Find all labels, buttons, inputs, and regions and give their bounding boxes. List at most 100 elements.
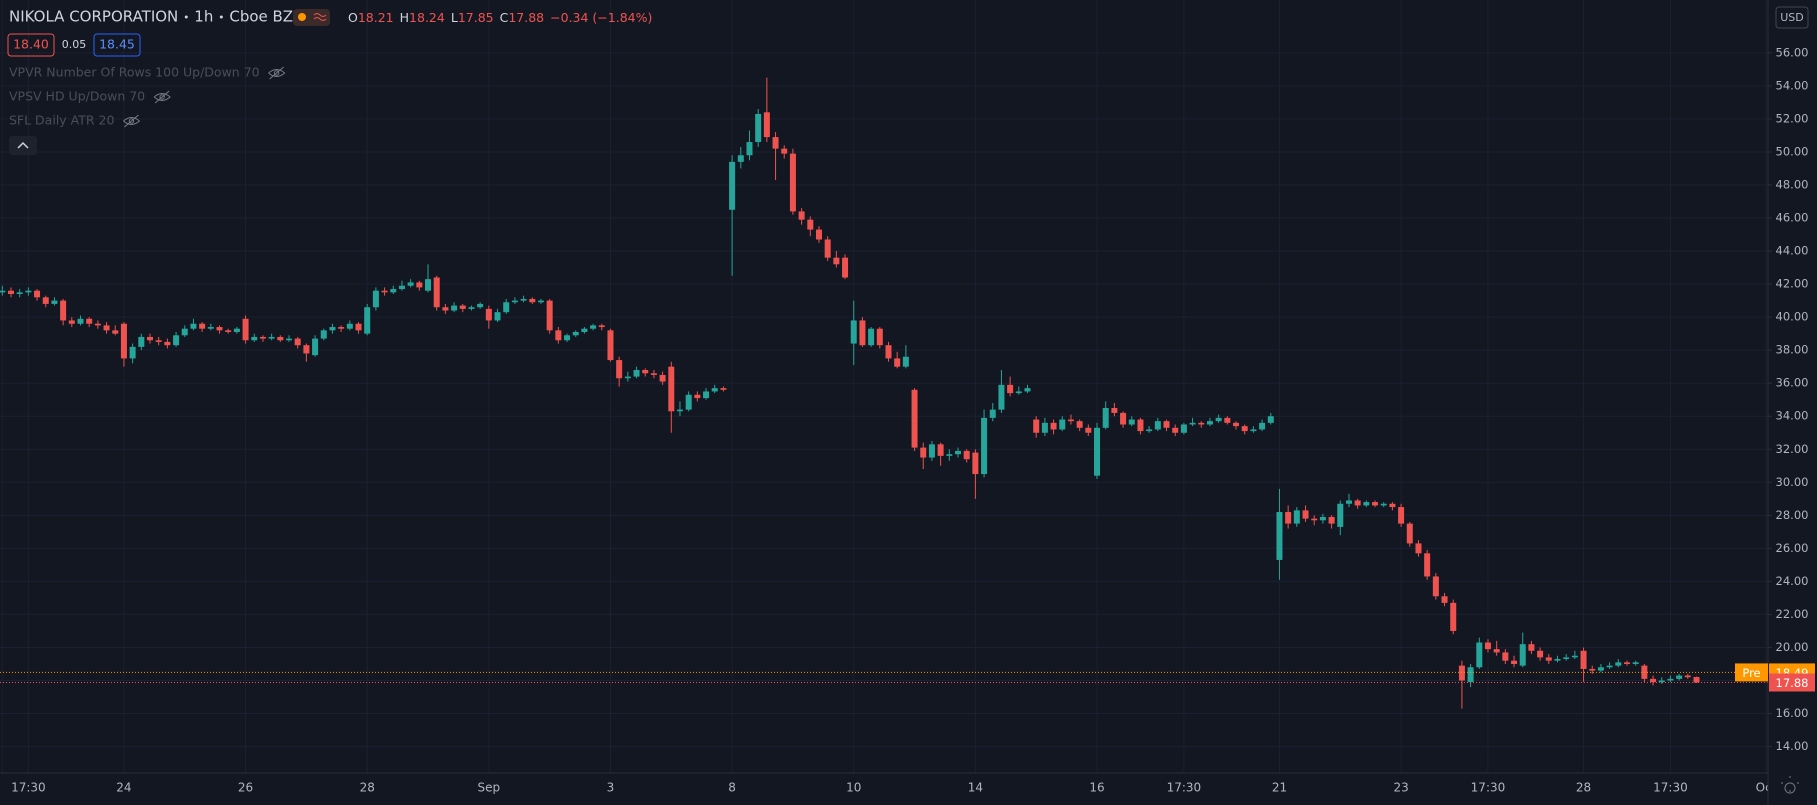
candle-body <box>685 394 692 410</box>
candle-body <box>1432 576 1439 597</box>
visibility-icon[interactable] <box>123 114 141 128</box>
y-tick-label: 24.00 <box>1776 574 1809 588</box>
collapse-button[interactable] <box>9 136 37 155</box>
bid-box[interactable] <box>7 33 55 57</box>
candle-body <box>259 336 266 339</box>
candle-body <box>1076 421 1083 428</box>
candle-body <box>1589 668 1596 671</box>
candle-body <box>911 389 918 448</box>
candle-body <box>329 327 336 331</box>
candle-body <box>763 112 770 138</box>
y-tick-label: 56.00 <box>1776 45 1809 59</box>
ohlc-value: 18.24 <box>409 10 445 25</box>
candle-body <box>1519 644 1526 666</box>
candle-body <box>355 323 362 331</box>
candle-body <box>416 282 423 288</box>
candle-body <box>920 447 927 458</box>
candle-body <box>251 336 258 341</box>
candle-body <box>173 335 180 346</box>
y-tick-label: 30.00 <box>1776 475 1809 489</box>
candle-body <box>390 289 397 293</box>
y-tick-label: 46.00 <box>1776 211 1809 225</box>
candle-body <box>1458 665 1465 681</box>
candle-body <box>68 320 75 324</box>
candle-body <box>850 320 857 344</box>
ohlc-value: 17.85 <box>458 10 494 25</box>
candle-body <box>859 320 866 346</box>
x-tick-label: 3 <box>607 781 615 795</box>
status-icon <box>298 13 306 21</box>
candle-body <box>138 336 145 347</box>
candle-body <box>1259 422 1266 430</box>
candle-body <box>703 391 710 399</box>
candle-body <box>1172 427 1179 433</box>
candle-body <box>346 323 353 329</box>
price-label-box <box>1769 673 1815 692</box>
candle-body <box>1111 407 1118 413</box>
change: −0.34 (−1.84%) <box>550 10 652 25</box>
candle-body <box>772 137 779 149</box>
separator <box>184 15 188 19</box>
candle-body <box>146 336 153 341</box>
y-tick-label: 28.00 <box>1776 508 1809 522</box>
candle-body <box>1684 675 1691 678</box>
candle-body <box>720 388 727 390</box>
candle-body <box>798 211 805 220</box>
y-tick-label: 40.00 <box>1776 310 1809 324</box>
candle-body <box>590 325 597 329</box>
candle-body <box>1606 665 1613 668</box>
candle-body <box>954 450 961 455</box>
visibility-icon[interactable] <box>268 66 286 80</box>
candle-body <box>129 346 136 359</box>
indicator-name: SFL Daily ATR 20 <box>9 113 114 128</box>
ask: 18.45 <box>99 37 135 52</box>
candle-body <box>120 323 127 359</box>
candle-body <box>398 285 405 290</box>
x-tick-label: 8 <box>728 781 736 795</box>
visibility-icon[interactable] <box>153 90 171 104</box>
y-tick-label: 22.00 <box>1776 607 1809 621</box>
x-tick-label: 17:30 <box>1167 781 1202 795</box>
candle-body <box>564 335 571 341</box>
candle-body <box>233 328 240 332</box>
candle-body <box>668 366 675 412</box>
candle-body <box>199 323 206 329</box>
candle-body <box>1676 675 1683 679</box>
visibility-icon-pupil <box>128 118 135 124</box>
indicators: VPVR Number Of Rows 100 Up/Down 70 VPSV H… <box>9 65 286 128</box>
settings-icon[interactable] <box>1781 776 1799 794</box>
x-tick-label: 10 <box>846 781 861 795</box>
candle-body <box>868 328 875 346</box>
candle-body <box>885 345 892 359</box>
currency-box[interactable] <box>1775 6 1809 29</box>
currency: USD <box>1780 11 1804 24</box>
candle-body <box>1180 424 1187 433</box>
x-tick-label: Sep <box>478 781 501 795</box>
candle-body <box>1467 667 1474 683</box>
candle-body <box>1102 407 1109 428</box>
ohlc-value: 17.88 <box>508 10 544 25</box>
candle-body <box>1484 642 1491 650</box>
x-tick-label: 14 <box>968 781 983 795</box>
candle-body <box>1424 553 1431 577</box>
candle-body <box>1007 384 1014 394</box>
x-tick-label: 24 <box>116 781 131 795</box>
candle-body <box>34 290 41 298</box>
candle-body <box>451 305 458 311</box>
x-tick-label: 17:30 <box>1653 781 1688 795</box>
y-axis: USD 14.0016.0018.0020.0022.0024.0026.002… <box>1767 0 1817 805</box>
x-tick-label: 21 <box>1272 781 1287 795</box>
candle-body <box>1667 678 1674 681</box>
candle-body <box>1658 680 1665 683</box>
status-icon <box>313 13 327 21</box>
visibility-icon-pupil <box>159 94 165 100</box>
candle-body <box>155 340 162 342</box>
candle-body <box>1493 649 1500 653</box>
candle-body <box>1545 657 1552 661</box>
candle-body <box>894 358 901 367</box>
ask-box[interactable] <box>93 33 141 57</box>
candle-body <box>633 369 640 377</box>
candle-body <box>781 148 788 154</box>
